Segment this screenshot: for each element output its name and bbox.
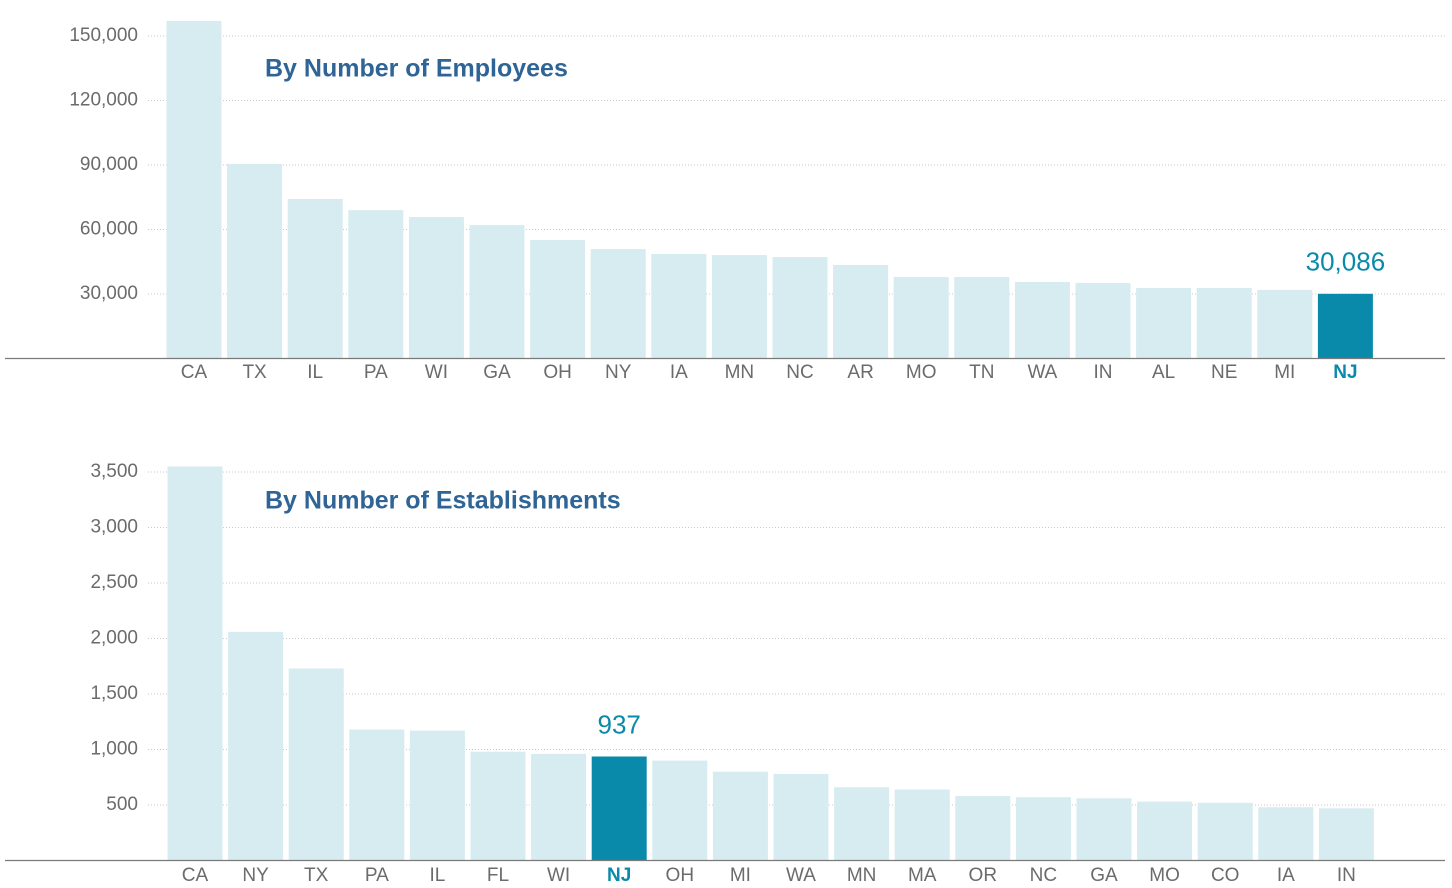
- y-tick-label: 30,000: [80, 283, 138, 304]
- bar: [651, 254, 706, 358]
- bar: [1258, 807, 1313, 860]
- bar: [531, 754, 586, 861]
- x-tick-label: MN: [725, 362, 755, 383]
- bar: [1077, 798, 1132, 860]
- x-tick-label: TN: [969, 362, 994, 383]
- bar: [591, 249, 646, 358]
- x-tick-label: IL: [429, 865, 445, 886]
- x-tick-label: GA: [483, 362, 511, 383]
- bar: [652, 761, 707, 861]
- y-tick-label: 3,500: [90, 461, 138, 482]
- x-tick-label: OR: [969, 865, 998, 886]
- bar: [894, 277, 949, 358]
- bar: [167, 21, 222, 359]
- y-tick-label: 1,500: [90, 683, 138, 704]
- y-tick-label: 3,000: [90, 517, 138, 538]
- x-tick-label: OH: [666, 865, 695, 886]
- x-tick-label: IA: [670, 362, 688, 383]
- x-tick-label: NJ: [1333, 362, 1357, 383]
- x-tick-label: WI: [547, 865, 570, 886]
- bar: [1318, 294, 1373, 359]
- y-tick-label: 2,000: [90, 628, 138, 649]
- bar: [1076, 283, 1131, 358]
- bar: [895, 789, 950, 860]
- bar: [1015, 282, 1070, 359]
- bar: [773, 257, 828, 358]
- y-tick-label: 2,500: [90, 572, 138, 593]
- bar: [1197, 288, 1252, 359]
- bar: [712, 255, 767, 358]
- x-tick-label: WA: [786, 865, 816, 886]
- bar: [228, 632, 283, 861]
- chart-title: By Number of Establishments: [265, 487, 621, 515]
- chart-title: By Number of Employees: [265, 55, 568, 83]
- bar: [834, 787, 889, 860]
- x-tick-label: OH: [543, 362, 572, 383]
- bar: [409, 217, 464, 358]
- x-tick-label: TX: [242, 362, 267, 383]
- y-tick-label: 90,000: [80, 154, 138, 175]
- page: 30,000 60,000 90,000 120,000 150,000 By Numbe…: [0, 0, 1452, 888]
- y-tick-label: 60,000: [80, 219, 138, 240]
- x-tick-label: MO: [906, 362, 937, 383]
- bar: [227, 164, 282, 359]
- x-tick-label: TX: [304, 865, 329, 886]
- x-tick-label: IA: [1277, 865, 1295, 886]
- bar: [955, 796, 1010, 860]
- bar: [410, 731, 465, 861]
- x-tick-label: AR: [847, 362, 873, 383]
- x-tick-label: IL: [307, 362, 323, 383]
- bar: [1257, 290, 1312, 359]
- bar: [348, 210, 403, 358]
- x-tick-label: NE: [1211, 362, 1237, 383]
- x-tick-label: MA: [908, 865, 937, 886]
- x-tick-label: NJ: [607, 865, 631, 886]
- bar: [1198, 803, 1253, 861]
- bar: [1319, 808, 1374, 860]
- value-label: 30,086: [1306, 247, 1386, 277]
- bar: [713, 772, 768, 861]
- y-tick-label: 150,000: [69, 25, 138, 46]
- y-tick-label: 500: [106, 794, 138, 815]
- x-tick-label: IN: [1094, 362, 1113, 383]
- x-tick-label: WA: [1027, 362, 1057, 383]
- y-tick-label: 120,000: [69, 90, 138, 111]
- bar: [470, 225, 525, 359]
- bar: [168, 466, 223, 860]
- y-tick-label: 1,000: [90, 739, 138, 760]
- x-tick-label: MN: [847, 865, 877, 886]
- x-tick-label: CA: [182, 865, 209, 886]
- x-tick-label: MO: [1149, 865, 1180, 886]
- bar: [1137, 802, 1192, 861]
- bar: [349, 730, 404, 861]
- x-tick-label: NY: [605, 362, 632, 383]
- bar: [954, 277, 1009, 358]
- x-tick-label: CA: [181, 362, 208, 383]
- x-tick-label: MI: [1274, 362, 1295, 383]
- x-tick-label: PA: [364, 362, 388, 383]
- x-tick-label: NC: [786, 362, 813, 383]
- bar: [592, 756, 647, 860]
- x-tick-label: NC: [1030, 865, 1057, 886]
- bar: [774, 774, 829, 861]
- x-tick-label: MI: [730, 865, 751, 886]
- value-label: 937: [598, 709, 641, 739]
- x-tick-label: FL: [487, 865, 509, 886]
- x-tick-label: AL: [1152, 362, 1175, 383]
- bar: [833, 265, 888, 359]
- x-tick-label: CO: [1211, 865, 1240, 886]
- x-tick-label: WI: [425, 362, 448, 383]
- x-tick-label: NY: [242, 865, 269, 886]
- x-tick-label: PA: [365, 865, 389, 886]
- bar: [1136, 288, 1191, 359]
- bar: [289, 668, 344, 860]
- bar: [288, 199, 343, 359]
- x-tick-label: IN: [1337, 865, 1356, 886]
- x-tick-label: GA: [1090, 865, 1118, 886]
- bar: [530, 240, 585, 358]
- bar: [471, 752, 526, 861]
- bar: [1016, 797, 1071, 860]
